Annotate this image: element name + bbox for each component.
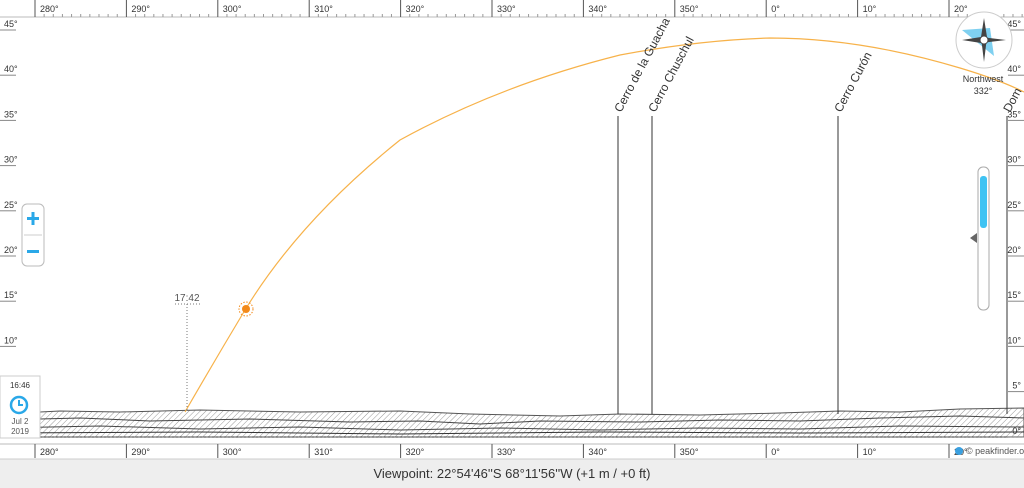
compass-direction: Northwest [963,74,1004,84]
elevation-label: 15° [1007,290,1021,300]
azimuth-label: 10° [863,4,877,14]
azimuth-label: 340° [588,447,607,457]
zoom-in[interactable] [25,207,41,231]
azimuth-label: 0° [771,447,780,457]
clock-icon [9,395,29,415]
azimuth-label: 10° [863,447,877,457]
azimuth-label: 350° [680,447,699,457]
elevation-label: 40° [4,64,18,74]
elevation-label: 10° [4,335,18,345]
sun-icon [238,301,254,317]
azimuth-label: 290° [131,4,150,14]
elevation-label: 25° [1007,200,1021,210]
clock-date: Jul 2 [12,417,29,426]
azimuth-label: 280° [40,447,59,457]
elevation-label: 25° [4,200,18,210]
sunset-time: 17:42 [174,293,199,304]
azimuth-label: 310° [314,4,333,14]
elevation-label: 20° [1007,245,1021,255]
elevation-label: 40° [1007,64,1021,74]
elevation-label: 30° [4,155,18,165]
azimuth-label: 310° [314,447,333,457]
azimuth-label: 0° [771,4,780,14]
azimuth-label: 300° [223,4,242,14]
azimuth-label: 290° [131,447,150,457]
elevation-label: 0° [1012,426,1021,436]
sun-path [184,37,1024,413]
clock-year: 2019 [11,427,29,436]
top-ruler [0,0,1024,17]
elevation-label: 45° [1007,19,1021,29]
elevation-label: 5° [1012,381,1021,391]
azimuth-label: 300° [223,447,242,457]
azimuth-label: 320° [406,4,425,14]
elevation-label: 35° [4,109,18,119]
azimuth-label: 280° [40,4,59,14]
zoom-control [21,203,45,267]
azimuth-label: 350° [680,4,699,14]
peak-label: Cerro Curón [831,50,874,115]
azimuth-label: 340° [588,4,607,14]
credit-text[interactable]: © peakfinder.org [966,446,1024,456]
credit[interactable]: © peakfinder.org [955,446,1024,456]
clock-time: 16:46 [10,381,31,390]
terrain [0,407,1024,438]
azimuth-label: 330° [497,4,516,14]
elevation-label: 20° [4,245,18,255]
elevation-label: 15° [4,290,18,300]
zoom-out[interactable] [25,238,41,262]
azimuth-label: 20° [954,4,968,14]
elevation-label: 30° [1007,155,1021,165]
footer-bar [0,459,1024,488]
elevation-label: 35° [1007,109,1021,119]
elevation-label: 45° [4,19,18,29]
azimuth-label: 320° [406,447,425,457]
clock-hands [18,400,23,406]
compass-bearing: 332° [974,86,993,96]
compass[interactable] [955,11,1013,69]
elevation-label: 10° [1007,335,1021,345]
azimuth-label: 330° [497,447,516,457]
time-box [0,375,41,439]
viewpoint: Viewpoint: 22°54'46''S 68°11'56''W (+1 m… [373,466,650,481]
elevation-slider[interactable] [970,166,990,311]
